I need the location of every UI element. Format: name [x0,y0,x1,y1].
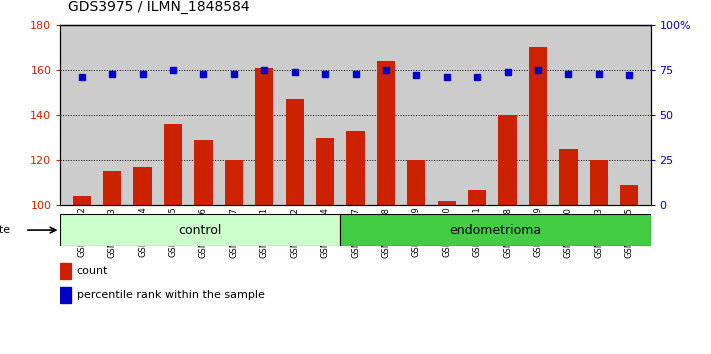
Bar [60,287,71,303]
Bar [346,131,365,205]
Bar [560,149,577,205]
Bar [164,124,182,205]
Text: disease state: disease state [0,225,10,235]
Text: endometrioma: endometrioma [449,224,541,236]
Bar [225,160,243,205]
Bar [529,47,547,205]
Bar [498,115,517,205]
Bar [194,140,213,205]
Bar [377,61,395,205]
Bar [340,214,651,246]
Bar [468,189,486,205]
Bar [60,263,71,279]
Bar [73,196,91,205]
Bar [407,160,425,205]
Bar [589,160,608,205]
Text: count: count [77,266,108,276]
Bar [103,171,122,205]
Bar [286,99,304,205]
Text: GDS3975 / ILMN_1848584: GDS3975 / ILMN_1848584 [68,0,249,14]
Bar [620,185,638,205]
Text: percentile rank within the sample: percentile rank within the sample [77,290,264,300]
Bar [438,201,456,205]
Bar [255,68,273,205]
Bar [60,214,340,246]
Bar [316,138,334,205]
Text: control: control [178,224,222,236]
Bar [134,167,151,205]
